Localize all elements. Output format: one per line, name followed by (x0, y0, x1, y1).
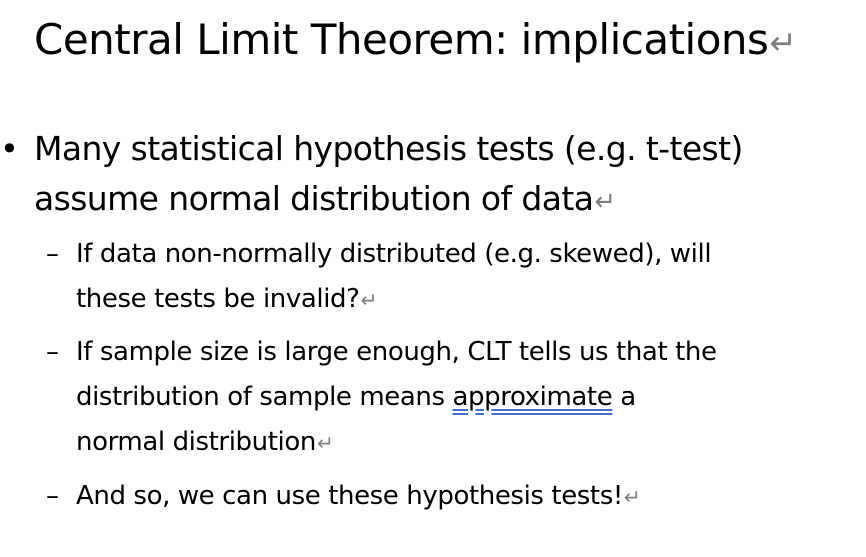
main-bullet-line-2: assume normal distribution of data (34, 179, 594, 218)
dash-icon: – (46, 337, 59, 367)
sub-bullet-1-line-1: If data non-normally distributed (e.g. s… (76, 239, 712, 269)
sub-bullet-2-text: If sample size is large enough, CLT tell… (76, 330, 856, 466)
slide-title-text: Central Limit Theorem: implications (34, 15, 769, 64)
main-bullet-text: Many statistical hypothesis tests (e.g. … (34, 124, 854, 227)
paragraph-mark-icon: ↵ (360, 288, 378, 312)
sub-bullet-2-line-1: If sample size is large enough, CLT tell… (76, 337, 717, 367)
main-bullet-line-1: Many statistical hypothesis tests (e.g. … (34, 129, 743, 168)
sub-bullet-1-line-2: these tests be invalid? (76, 284, 360, 314)
paragraph-mark-icon: ↵ (594, 187, 616, 217)
dash-icon: – (46, 239, 59, 269)
dash-icon: – (46, 481, 59, 511)
grammar-flagged-word[interactable]: approximate (452, 382, 613, 412)
sub-bullet-2-line-2a: distribution of sample means (76, 382, 453, 412)
paragraph-mark-icon: ↵ (623, 485, 641, 509)
sub-bullet-3-text: And so, we can use these hypothesis test… (76, 474, 856, 520)
slide-title: Central Limit Theorem: implications↵ (34, 12, 797, 71)
bullet-icon: • (0, 130, 19, 168)
sub-bullet-1-text: If data non-normally distributed (e.g. s… (76, 232, 856, 323)
paragraph-mark-icon: ↵ (769, 24, 797, 62)
sub-bullet-2-line-3: normal distribution (76, 427, 316, 457)
sub-bullet-3-line-1: And so, we can use these hypothesis test… (76, 481, 623, 511)
paragraph-mark-icon: ↵ (316, 431, 334, 455)
sub-bullet-2-line-2b: a (612, 382, 636, 412)
